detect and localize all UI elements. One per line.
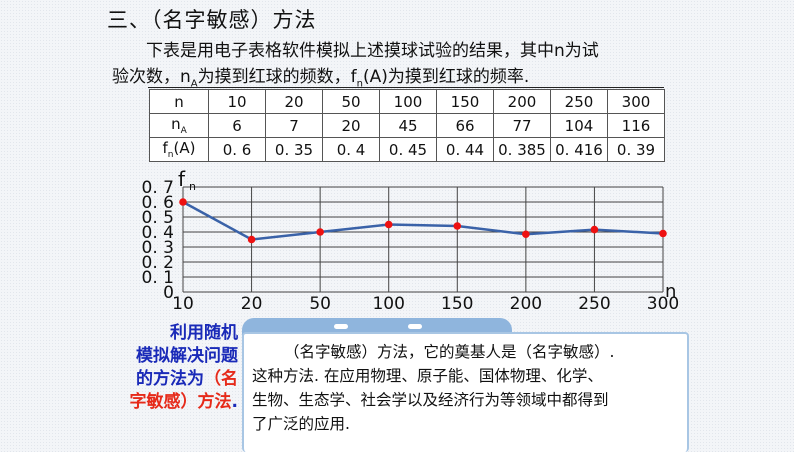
table-cell: 100 [379,89,437,114]
table-cell: 0. 385 [493,137,551,162]
summary-period: . [231,392,238,412]
intro-paragraph: 下表是用电子表格软件模拟上述摸球试验的结果，其中n为试 验次数，nA为摸到红球的… [112,38,672,97]
x-tick-label: 10 [172,294,194,310]
frequency-line-chart: 00. 10. 20. 30. 40. 50. 60. 7 10 20 50 100 15… [142,170,680,310]
data-point-marker [179,198,187,206]
y-tick-label: 0. 2 [142,253,174,273]
table-row-n: n 10 20 50 100 150 200 250 300 [149,89,665,114]
summary-line: 的方法为 [136,369,204,389]
table-cell: 250 [550,89,608,114]
table-cell: 10 [208,89,266,114]
data-line [182,200,664,241]
table-cell: 50 [322,89,380,114]
y-tick-label: 0. 1 [142,268,174,288]
intro-line-1: 下表是用电子表格软件模拟上述摸球试验的结果，其中n为试 [146,41,599,61]
table-row-na: nA 6 7 20 45 66 77 104 116 [149,113,665,138]
row-header-n: n [149,89,209,114]
x-tick-label: 200 [510,294,542,310]
section-heading: 三、（名字敏感）方法 [107,8,317,32]
note-line: 生物、生态学、社会学以及经济行为等领域中都得到 [252,391,609,409]
underline-rule [148,87,664,88]
table-cell: 20 [322,113,380,138]
x-tick-label: 50 [309,294,331,310]
x-axis-label: n [665,281,676,302]
data-point-marker [453,222,462,230]
table-cell: 104 [550,113,608,138]
y-tick-label: 0. 3 [142,238,174,258]
note-card-tab [242,318,512,336]
data-point-marker [247,235,256,244]
intro-line-2: 验次数，nA为摸到红球的频数，fn(A)为摸到红球的频率. [112,64,672,97]
table-cell: 0. 4 [322,137,380,162]
intro-subscript: A [190,78,198,90]
y-axis-label: f [178,170,186,191]
note-line: 这种方法. 在应用物理、原子能、国体物理、化学、 [252,367,603,385]
table-cell: 300 [607,89,665,114]
summary-line: 模拟解决问题 [136,346,238,366]
data-point-marker [384,220,393,229]
row-header-fna: fn(A) [149,137,209,162]
intro-subscript: n [356,78,363,90]
note-line: （名字敏感）方法，它的奠基人是（名字敏感）. [284,343,615,361]
note-card: （名字敏感）方法，它的奠基人是（名字敏感）. 这种方法. 在应用物理、原子能、国… [242,318,689,452]
table-cell: 0. 39 [607,137,665,162]
summary-text: 利用随机 模拟解决问题 的方法为（名 字敏感）方法. [108,322,238,414]
x-tick-label: 300 [647,294,679,310]
x-tick-label: 20 [241,294,263,310]
table-cell: 0. 44 [436,137,494,162]
summary-highlight: （名 [204,369,238,389]
table-cell: 200 [493,89,551,114]
y-tick-label: 0. 4 [142,223,174,243]
intro-text: 为摸到红球的频数，f [197,67,357,87]
table-row-fna: fn(A) 0. 6 0. 35 0. 4 0. 45 0. 44 0. 385… [149,137,665,162]
note-text: （名字敏感）方法，它的奠基人是（名字敏感）. 这种方法. 在应用物理、原子能、国… [252,340,684,436]
table-cell: 0. 45 [379,137,437,162]
data-point-marker [316,228,324,236]
intro-text: (A)为摸到红球的频率. [362,67,530,87]
x-tick-label: 150 [441,294,473,310]
y-tick-label: 0. 7 [142,178,174,198]
table-cell: 150 [436,89,494,114]
y-tick-label: 0. 5 [142,208,174,228]
table-cell: 116 [607,113,665,138]
table-cell: 6 [208,113,266,138]
results-table: n 10 20 50 100 150 200 250 300 nA 6 7 20… [149,89,665,162]
intro-text: 验次数，n [112,67,191,87]
table-cell: 66 [436,113,494,138]
y-tick-label: 0 [163,283,174,303]
summary-highlight: 字敏感）方法 [129,392,232,412]
note-line: 了广泛的应用. [252,415,350,433]
x-tick-label: 250 [578,294,610,310]
tab-hole-icon [408,324,422,329]
summary-line: 利用随机 [170,323,238,343]
data-point-marker [659,229,667,238]
tab-hole-icon [334,324,348,329]
table-cell: 0. 35 [265,137,323,162]
table-cell: 0. 6 [208,137,266,162]
note-card-body: （名字敏感）方法，它的奠基人是（名字敏感）. 这种方法. 在应用物理、原子能、国… [242,332,689,452]
row-header-na: nA [149,113,209,138]
data-point-marker [522,230,530,239]
table-cell: 0. 416 [550,137,608,162]
y-tick-label: 0. 6 [142,193,174,213]
y-axis-label-sub: n [189,180,196,193]
x-tick-label: 100 [372,294,404,310]
table-cell: 45 [379,113,437,138]
table-cell: 7 [265,113,323,138]
data-point-marker [590,225,599,234]
table-cell: 77 [493,113,551,138]
table-cell: 20 [265,89,323,114]
